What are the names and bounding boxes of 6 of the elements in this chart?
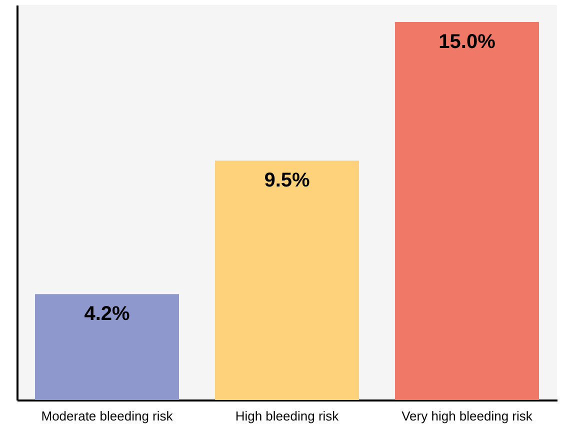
data-label: 15.0%: [438, 31, 496, 54]
x-tick-label: Moderate bleeding risk: [41, 408, 174, 424]
x-tick-label: High bleeding risk: [235, 408, 340, 424]
x-tick-label: Very high bleeding risk: [402, 408, 533, 424]
data-label: 4.2%: [84, 303, 130, 326]
data-label: 9.5%: [264, 170, 310, 192]
